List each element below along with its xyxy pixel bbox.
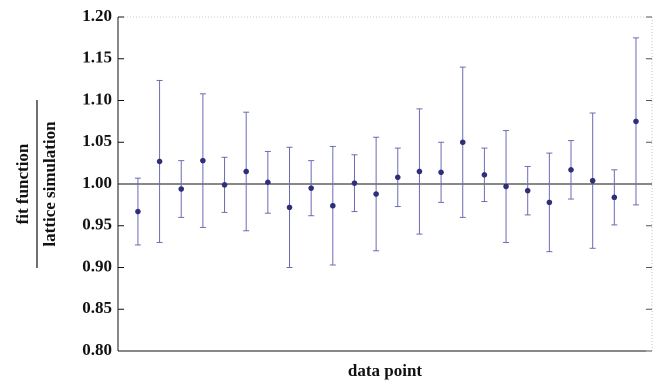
point: [221, 182, 228, 188]
point: [611, 194, 618, 201]
point: [351, 180, 358, 186]
point: [503, 183, 509, 190]
point: [524, 187, 531, 194]
y-tick-label: 0.85: [82, 298, 112, 317]
point: [481, 172, 488, 178]
point: [308, 185, 314, 191]
point: [394, 174, 401, 181]
y-tick-label: 0.95: [82, 215, 112, 234]
y-tick-label: 1.00: [82, 173, 112, 192]
point: [156, 158, 163, 165]
y-tick-label: 0.80: [82, 340, 112, 359]
point: [243, 168, 249, 175]
y-tick-label: 1.15: [82, 48, 112, 67]
point: [438, 169, 444, 176]
point: [568, 167, 574, 173]
point: [633, 118, 639, 125]
y-tick-label: 1.05: [82, 131, 112, 150]
y-tick-label: 0.90: [82, 256, 112, 275]
point: [286, 204, 293, 211]
point: [200, 157, 206, 164]
point: [265, 179, 271, 186]
point: [459, 139, 466, 146]
point: [178, 186, 185, 192]
point: [589, 177, 596, 184]
point: [373, 191, 379, 197]
y-axis-label-denominator: lattice simulation: [40, 121, 59, 247]
point: [135, 208, 141, 215]
point: [416, 168, 423, 175]
point: [330, 202, 336, 209]
x-axis-label: data point: [348, 361, 422, 380]
y-axis-label-numerator: fit function: [13, 143, 32, 224]
y-tick-label: 1.10: [82, 89, 112, 108]
y-tick-label: 1.20: [82, 6, 112, 25]
point: [546, 199, 553, 206]
